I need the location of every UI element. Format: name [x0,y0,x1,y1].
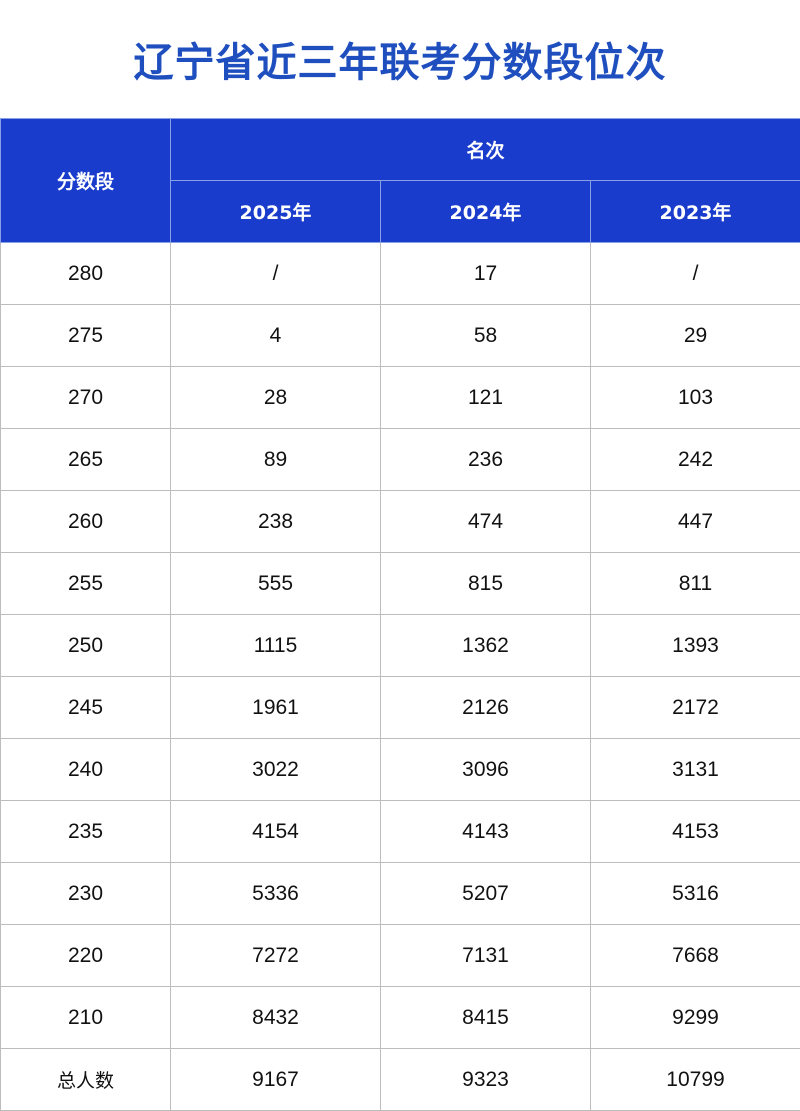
rank-cell: 9299 [591,987,800,1049]
rank-cell: 121 [381,367,591,429]
score-cell: 235 [1,801,171,863]
rank-cell: 28 [171,367,381,429]
rank-cell: 7668 [591,925,800,987]
rank-cell: 5336 [171,863,381,925]
header-score-range: 分数段 [1,119,171,243]
score-cell: 230 [1,863,171,925]
rank-cell: 3131 [591,739,800,801]
score-cell: 210 [1,987,171,1049]
rank-cell: 2126 [381,677,591,739]
header-row-1: 分数段 名次 [1,119,800,181]
rank-cell: 236 [381,429,591,491]
score-cell: 265 [1,429,171,491]
score-cell: 270 [1,367,171,429]
rank-cell: 7131 [381,925,591,987]
page-title: 辽宁省近三年联考分数段位次 [0,0,800,118]
rank-cell: 5207 [381,863,591,925]
score-cell: 280 [1,243,171,305]
score-cell: 250 [1,615,171,677]
rank-cell: 103 [591,367,800,429]
rank-cell: 4 [171,305,381,367]
rank-cell: 1362 [381,615,591,677]
rank-cell: 238 [171,491,381,553]
rank-cell: 1393 [591,615,800,677]
rank-cell: 1115 [171,615,381,677]
header-year-2023: 2023年 [591,181,800,243]
score-cell: 255 [1,553,171,615]
rank-cell: 4154 [171,801,381,863]
rank-cell: 447 [591,491,800,553]
score-cell: 240 [1,739,171,801]
rank-cell: 9323 [381,1049,591,1111]
rank-cell: 815 [381,553,591,615]
rank-cell: / [591,243,800,305]
rank-cell: 10799 [591,1049,800,1111]
rank-cell: 811 [591,553,800,615]
rank-cell: 7272 [171,925,381,987]
score-cell: 275 [1,305,171,367]
score-cell: 245 [1,677,171,739]
rank-cell: 17 [381,243,591,305]
rank-cell: 474 [381,491,591,553]
rank-cell: 2172 [591,677,800,739]
rank-cell: 5316 [591,863,800,925]
rank-cell: 1961 [171,677,381,739]
score-cell: 260 [1,491,171,553]
score-cell: 总人数 [1,1049,171,1111]
rank-cell: 4143 [381,801,591,863]
rank-cell: 4153 [591,801,800,863]
rank-cell: 3096 [381,739,591,801]
rank-cell: 3022 [171,739,381,801]
rank-cell: 29 [591,305,800,367]
rank-cell: 9167 [171,1049,381,1111]
header-year-2024: 2024年 [381,181,591,243]
rank-cell: 8415 [381,987,591,1049]
rank-cell: 555 [171,553,381,615]
rank-cell: / [171,243,381,305]
header-rank-group: 名次 [171,119,800,181]
rank-cell: 242 [591,429,800,491]
score-cell: 220 [1,925,171,987]
rank-cell: 89 [171,429,381,491]
rank-cell: 58 [381,305,591,367]
rank-cell: 8432 [171,987,381,1049]
table-row: 280/17/ [1,243,800,305]
header-year-2025: 2025年 [171,181,381,243]
